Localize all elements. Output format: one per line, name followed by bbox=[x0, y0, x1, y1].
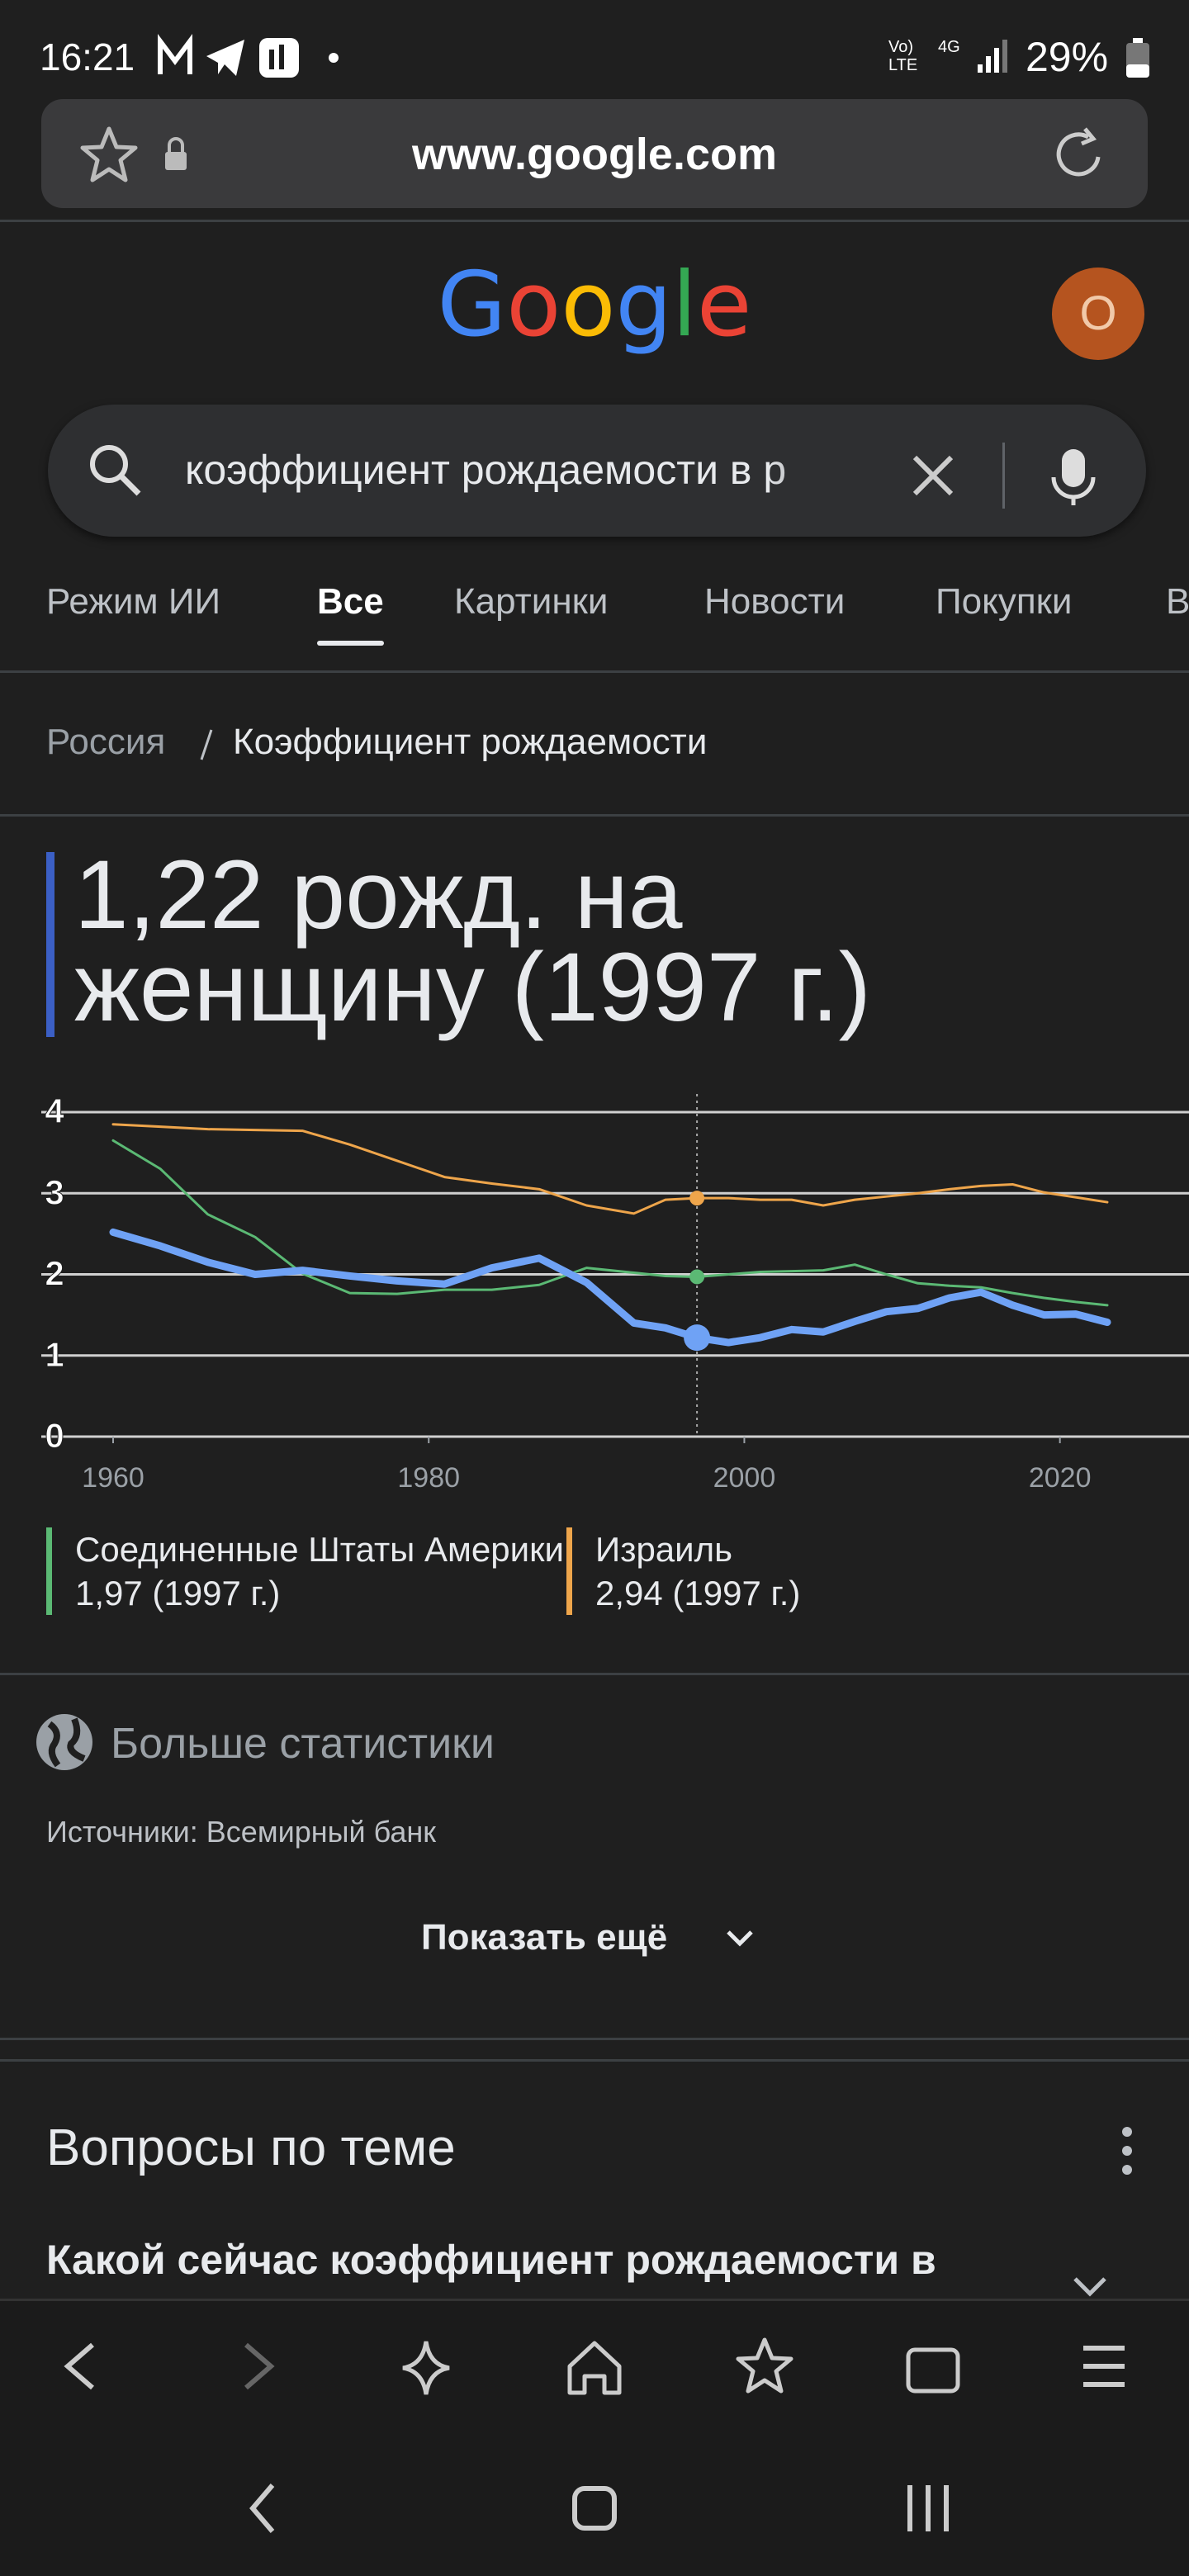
legend-entry: Соединенные Штаты Америки 1,97 (1997 г.) bbox=[46, 1527, 564, 1615]
address-bar[interactable] bbox=[41, 99, 1148, 208]
logo-text: Google bbox=[438, 256, 752, 357]
chart: 0 1 2 3 4 1960 1980 2000 2020 bbox=[41, 1091, 1189, 1494]
status-battery: 29% bbox=[1026, 34, 1109, 80]
status-volte: Vo) LTE bbox=[888, 38, 918, 74]
tabs: Режим ИИ Все Картинки Новости Покупки В bbox=[0, 578, 1189, 652]
y-tick-label: 3 bbox=[45, 1172, 64, 1211]
breadcrumb-current: Коэффициент рождаемости bbox=[233, 722, 708, 762]
y-tick-label: 1 bbox=[45, 1335, 64, 1374]
legend-value: 2,94 (1997 г.) bbox=[595, 1574, 801, 1612]
system-home[interactable] bbox=[572, 2486, 617, 2531]
breadcrumb-parent[interactable]: Россия bbox=[46, 722, 166, 762]
reload-icon[interactable] bbox=[1052, 125, 1106, 183]
bookmarks-button[interactable] bbox=[736, 2337, 793, 2394]
status-time: 16:21 bbox=[40, 36, 135, 78]
more-stats[interactable]: Больше статистики bbox=[111, 1720, 495, 1768]
globe-icon bbox=[36, 1714, 92, 1770]
search-box[interactable] bbox=[48, 405, 1146, 537]
ai-button[interactable] bbox=[402, 2341, 450, 2395]
headline-bar bbox=[46, 852, 54, 1037]
sources: Источники: Всемирный банк bbox=[46, 1815, 437, 1849]
legend-entry: Израиль 2,94 (1997 г.) bbox=[566, 1527, 1058, 1615]
tab[interactable]: Новости bbox=[704, 581, 846, 622]
status-icons bbox=[158, 34, 339, 78]
battery-icon bbox=[1126, 38, 1149, 78]
back-button[interactable] bbox=[64, 2342, 94, 2390]
system-back[interactable] bbox=[249, 2484, 275, 2533]
status-network: 4G bbox=[938, 38, 960, 56]
url[interactable]: www.google.com bbox=[411, 130, 778, 179]
highlight-point bbox=[689, 1191, 705, 1206]
forward-button[interactable] bbox=[244, 2342, 275, 2390]
system-recents[interactable] bbox=[907, 2485, 949, 2531]
home-button[interactable] bbox=[567, 2341, 622, 2395]
tab[interactable]: Картинки bbox=[454, 581, 609, 622]
search-query[interactable]: коэффициент рождаемости в р bbox=[185, 447, 787, 493]
x-tick-label: 2000 bbox=[713, 1462, 776, 1494]
legend-name: Соединенные Штаты Америки bbox=[75, 1530, 564, 1569]
chevron-down bbox=[727, 1930, 753, 1947]
address-bar-icons bbox=[80, 126, 187, 182]
signal-icon bbox=[978, 40, 1007, 73]
divider bbox=[0, 814, 1189, 817]
y-tick-label: 4 bbox=[45, 1091, 64, 1130]
menu-button[interactable] bbox=[1083, 2346, 1125, 2387]
highlight-point bbox=[689, 1269, 705, 1285]
divider bbox=[0, 2038, 1189, 2040]
logo: Google bbox=[438, 256, 752, 357]
divider bbox=[0, 670, 1189, 673]
expand-icon[interactable] bbox=[1065, 2262, 1115, 2304]
x-tick-label: 1980 bbox=[397, 1462, 460, 1494]
divider bbox=[0, 220, 1189, 222]
search-icon bbox=[90, 445, 141, 496]
series-line bbox=[111, 1123, 1109, 1215]
x-tick-label: 1960 bbox=[82, 1462, 144, 1494]
tab[interactable]: Покупки bbox=[936, 581, 1073, 622]
tab-indicator bbox=[317, 641, 384, 646]
x-tick-label: 2020 bbox=[1029, 1462, 1092, 1494]
y-tick-label: 0 bbox=[45, 1416, 64, 1455]
tab[interactable]: Режим ИИ bbox=[46, 581, 221, 622]
legend: Соединенные Штаты Америки 1,97 (1997 г.) И… bbox=[0, 1527, 1189, 1668]
breadcrumb-separator bbox=[200, 729, 213, 760]
y-tick-label: 2 bbox=[45, 1254, 64, 1293]
headline: 1,22 рожд. на женщину (1997 г.) bbox=[74, 841, 871, 1042]
series-line bbox=[111, 1139, 1109, 1307]
legend-value: 1,97 (1997 г.) bbox=[75, 1574, 281, 1612]
related-question[interactable]: Какой сейчас коэффициент рождаемости в bbox=[46, 2237, 936, 2283]
highlight-point bbox=[684, 1324, 711, 1352]
search-actions bbox=[912, 443, 1096, 509]
avatar[interactable]: О bbox=[1052, 268, 1144, 360]
tabs-button[interactable] bbox=[906, 2347, 960, 2394]
show-more[interactable]: Показать ещё bbox=[421, 1917, 668, 1958]
divider bbox=[0, 1673, 1189, 1675]
more-options[interactable] bbox=[1115, 2122, 1139, 2180]
related-title: Вопросы по теме bbox=[46, 2119, 456, 2176]
divider bbox=[0, 2299, 1189, 2301]
navigation-icons bbox=[64, 2337, 1125, 2533]
divider bbox=[0, 2059, 1189, 2062]
legend-name: Израиль bbox=[595, 1530, 733, 1569]
tab[interactable]: Все bbox=[317, 581, 384, 622]
tab[interactable]: В bbox=[1166, 581, 1189, 622]
